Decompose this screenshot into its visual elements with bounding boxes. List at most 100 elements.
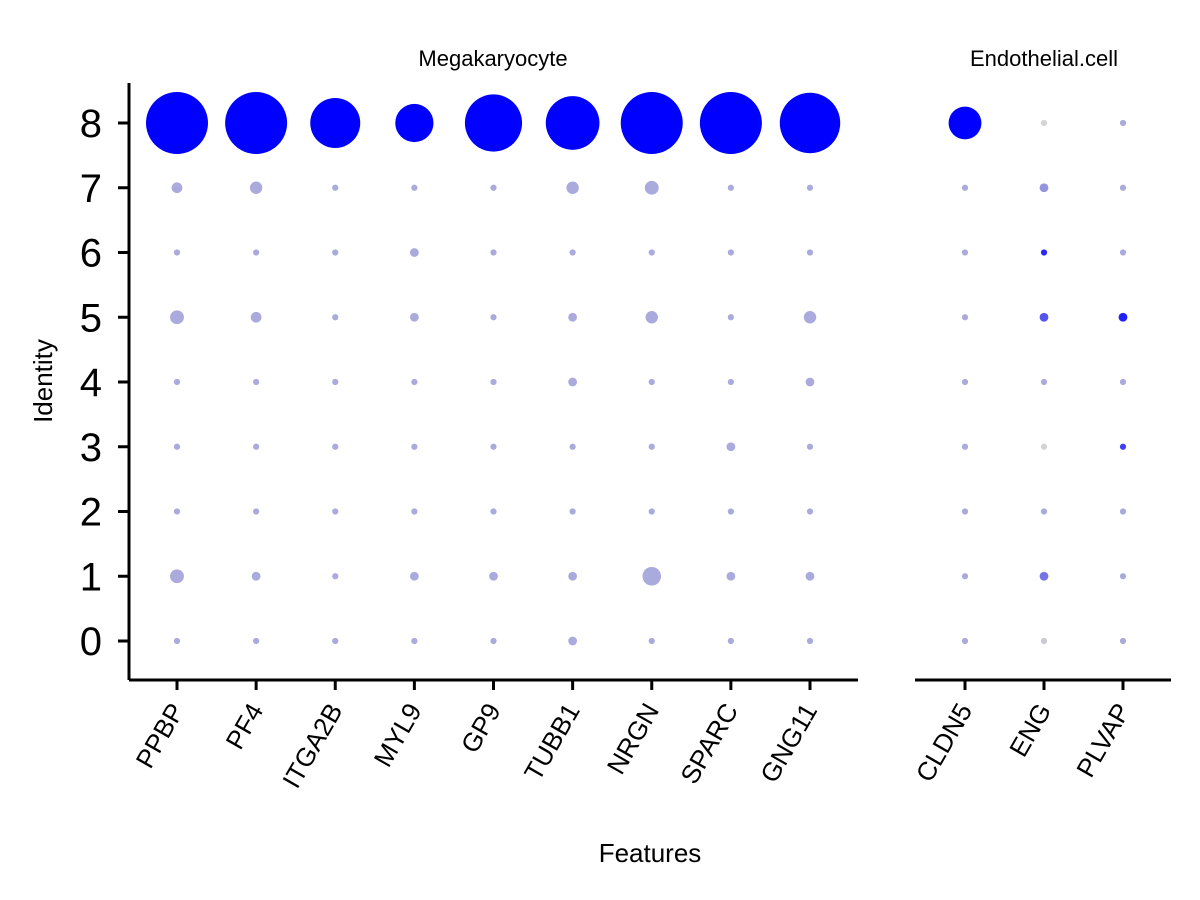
dot-point (961, 637, 969, 645)
x-tick-label: PLVAP (1070, 698, 1136, 782)
dot-point (961, 573, 969, 580)
y-tick-label: 6 (80, 232, 102, 276)
dot-point (411, 443, 418, 450)
dot-point (1039, 183, 1049, 193)
dot-point (332, 378, 339, 386)
dot-point (332, 249, 339, 256)
dot-point (726, 571, 736, 581)
dot-point (253, 249, 260, 256)
dot-point (1040, 119, 1048, 127)
x-tick-label: ITGA2B (276, 698, 348, 793)
dot-point (961, 249, 969, 256)
dot-point (806, 249, 814, 256)
dot-point (727, 184, 734, 191)
dot-point (961, 443, 969, 450)
y-tick-label: 3 (80, 426, 102, 470)
x-tick-label: PF4 (219, 698, 269, 754)
dot-point (727, 249, 734, 256)
dot-point (490, 249, 497, 256)
dot-point (566, 181, 579, 194)
dot-point (806, 443, 814, 450)
x-tick-label: NRGN (601, 698, 665, 779)
dot-point (961, 184, 969, 191)
panel-title: Megakaryocyte (418, 46, 567, 71)
dot-point (1119, 637, 1127, 645)
dot-point (727, 314, 734, 321)
dot-point (545, 96, 600, 150)
dot-point (411, 637, 418, 645)
dot-point (779, 92, 841, 154)
x-tick-label: PPBP (130, 698, 191, 773)
dot-point (645, 311, 658, 324)
x-tick-label: MYL9 (368, 698, 428, 772)
y-axis-title: Identity (28, 339, 58, 423)
y-tick-label: 0 (80, 620, 102, 664)
dot-point (1119, 378, 1127, 386)
dot-point (568, 377, 578, 387)
dot-point (806, 637, 814, 645)
x-tick-label: ENG (1003, 698, 1057, 762)
dot-point (173, 443, 181, 450)
dot-point (490, 443, 497, 450)
dot-point (1119, 184, 1127, 191)
x-tick-label: SPARC (674, 698, 744, 789)
dot-point (1040, 637, 1048, 645)
dot-point (173, 637, 181, 645)
dot-point (310, 98, 361, 148)
dot-point (464, 94, 523, 152)
dot-point (1119, 508, 1127, 515)
dot-point (1119, 443, 1127, 450)
dot-point (961, 508, 969, 515)
dot-point (805, 377, 815, 387)
dot-point (1119, 119, 1127, 127)
dot-point (332, 637, 339, 645)
dot-point (490, 378, 497, 386)
dot-point (253, 378, 260, 386)
dot-point (1039, 312, 1049, 322)
dot-point (249, 181, 263, 194)
dot-point (803, 311, 817, 324)
dot-point (409, 312, 419, 322)
dot-point (727, 508, 734, 515)
dot-point (569, 249, 576, 256)
dot-point (332, 573, 339, 580)
dot-point (727, 637, 734, 645)
dot-point (1040, 249, 1048, 256)
dot-point (253, 508, 260, 515)
dot-point (173, 378, 181, 386)
dot-point (332, 443, 339, 450)
dot-point (250, 311, 262, 323)
dot-point (1040, 443, 1048, 450)
dot-point (146, 92, 208, 154)
x-tick-label: GNG11 (754, 698, 823, 788)
dot-point (332, 508, 339, 515)
dot-point (411, 184, 418, 191)
dot-point (961, 378, 969, 386)
dot-point (490, 508, 497, 515)
dot-point (170, 569, 184, 584)
dot-point (568, 312, 578, 322)
dot-point (490, 637, 497, 645)
dot-point (173, 508, 181, 515)
dot-point (251, 571, 261, 581)
dot-point (1118, 312, 1128, 322)
dot-point (490, 184, 497, 191)
dot-point (644, 180, 659, 195)
y-tick-label: 8 (80, 102, 102, 146)
dot-point (1040, 508, 1048, 515)
dot-point (173, 249, 181, 256)
dot-point (699, 92, 762, 154)
dot-point (332, 184, 339, 191)
dot-point (569, 508, 576, 515)
dot-point (648, 378, 655, 386)
dot-point (253, 443, 260, 450)
dot-point (642, 566, 662, 586)
dot-point (332, 314, 339, 321)
dot-point (648, 508, 655, 515)
dot-point (253, 637, 260, 645)
dot-point (569, 443, 576, 450)
y-tick-label: 1 (80, 555, 102, 599)
dot-point (1119, 573, 1127, 580)
